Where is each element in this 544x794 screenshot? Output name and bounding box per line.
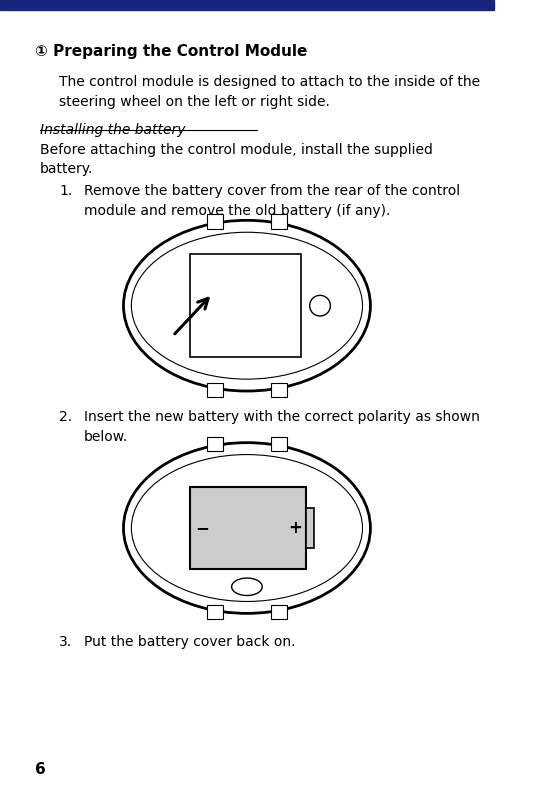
- Bar: [207, 605, 222, 619]
- Bar: [271, 214, 287, 229]
- Text: Before attaching the control module, install the supplied
battery.: Before attaching the control module, ins…: [40, 143, 432, 176]
- Bar: [271, 383, 287, 397]
- Bar: [271, 437, 287, 451]
- Ellipse shape: [310, 295, 330, 316]
- Text: 1.: 1.: [59, 184, 72, 198]
- Ellipse shape: [123, 443, 370, 613]
- Text: Insert the new battery with the correct polarity as shown
below.: Insert the new battery with the correct …: [84, 410, 480, 444]
- Bar: [207, 437, 222, 451]
- Bar: [207, 214, 222, 229]
- Text: Installing the battery: Installing the battery: [40, 123, 185, 137]
- Text: Remove the battery cover from the rear of the control
module and remove the old : Remove the battery cover from the rear o…: [84, 184, 460, 218]
- Bar: [306, 508, 314, 548]
- Bar: [190, 487, 306, 569]
- Text: 2.: 2.: [59, 410, 72, 425]
- Text: ① Preparing the Control Module: ① Preparing the Control Module: [35, 44, 307, 59]
- Bar: [0, 0, 494, 10]
- Text: Put the battery cover back on.: Put the battery cover back on.: [84, 635, 295, 649]
- Ellipse shape: [131, 232, 362, 380]
- Bar: [190, 254, 301, 357]
- Ellipse shape: [232, 578, 262, 596]
- Text: 6: 6: [35, 761, 45, 777]
- Bar: [271, 605, 287, 619]
- Text: −: −: [195, 519, 209, 537]
- Ellipse shape: [123, 221, 370, 391]
- Ellipse shape: [131, 454, 362, 602]
- Text: The control module is designed to attach to the inside of the
steering wheel on : The control module is designed to attach…: [59, 75, 480, 109]
- Text: +: +: [288, 519, 302, 537]
- Text: 3.: 3.: [59, 635, 72, 649]
- Bar: [207, 383, 222, 397]
